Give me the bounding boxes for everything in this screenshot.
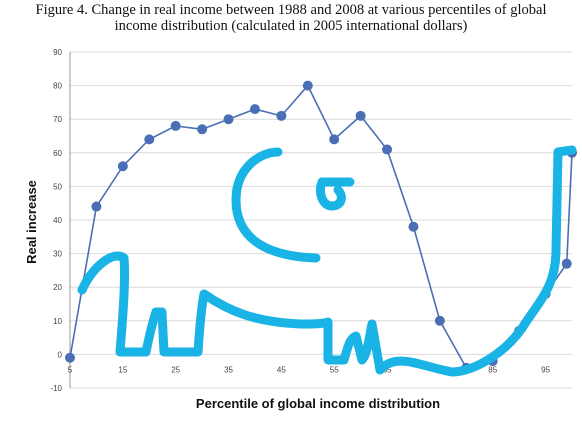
x-tick-label: 25 (171, 365, 180, 374)
data-point (434, 315, 445, 326)
y-axis-label: Real increase (24, 180, 39, 264)
y-tick-label: 50 (53, 182, 62, 191)
x-tick-label: 85 (488, 365, 497, 374)
x-tick-label: 55 (330, 365, 339, 374)
data-point (302, 80, 313, 91)
y-tick-label: 30 (53, 250, 62, 259)
y-tick-label: -10 (50, 384, 62, 393)
chart-title: Figure 4. Change in real income between … (0, 2, 582, 34)
data-point (249, 104, 260, 115)
x-tick-label: 35 (224, 365, 233, 374)
data-point (561, 258, 572, 269)
y-tick-label: 0 (58, 350, 63, 359)
data-point (408, 221, 419, 232)
y-tick-label: 60 (53, 149, 62, 158)
y-tick-label: 90 (53, 48, 62, 57)
y-tick-label: 20 (53, 283, 62, 292)
data-point (65, 352, 75, 363)
y-tick-label: 10 (53, 317, 62, 326)
y-axis-ticks: -10 0 10 20 30 40 50 60 70 80 90 (50, 48, 62, 393)
y-tick-label: 40 (53, 216, 62, 225)
x-tick-label: 65 (383, 365, 392, 374)
data-point (91, 201, 102, 212)
x-tick-label: 5 (68, 365, 73, 374)
x-tick-label: 95 (541, 365, 550, 374)
x-axis-label: Percentile of global income distribution (196, 396, 440, 411)
elephant-overlay (77, 145, 577, 377)
data-point (197, 124, 208, 135)
data-point (223, 114, 234, 125)
x-tick-label: 45 (277, 365, 286, 374)
y-tick-label: 80 (53, 82, 62, 91)
data-point (144, 134, 155, 145)
data-point (329, 134, 340, 145)
chart-title-line2: income distribution (calculated in 2005 … (114, 18, 468, 34)
x-tick-label: 15 (118, 365, 127, 374)
y-tick-label: 70 (53, 115, 62, 124)
data-point (117, 161, 128, 172)
data-point (276, 110, 287, 121)
series-line (65, 80, 577, 373)
chart-title-line1: Figure 4. Change in real income between … (35, 2, 547, 18)
data-point (382, 144, 393, 155)
data-point (170, 120, 181, 131)
data-point (355, 110, 366, 121)
